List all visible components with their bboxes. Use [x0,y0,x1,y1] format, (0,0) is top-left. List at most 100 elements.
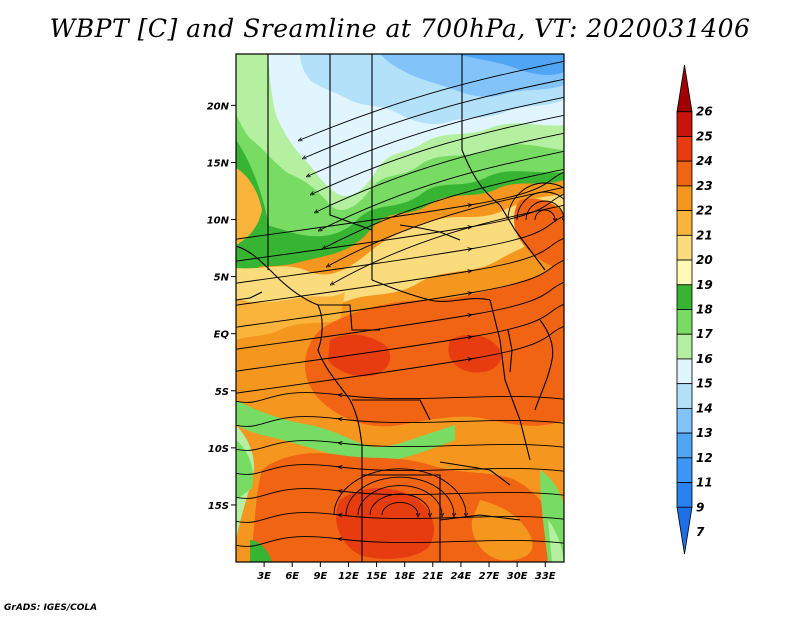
lat-tick-label: 15N [207,158,230,169]
streamline [516,191,564,221]
colorbar-label: 23 [696,179,713,193]
colorbar-label: 25 [696,129,713,143]
colorbar-label: 22 [696,204,713,218]
lat-tick-label: 10N [207,216,230,227]
streamline [236,512,564,523]
lat-tick-label: 10S [208,444,229,455]
border-line [499,204,546,271]
streamline [369,493,430,515]
lat-tick-label: 5N [214,273,230,284]
streamline [236,488,564,499]
lat-tick-label: EQ [214,330,230,341]
streamline [320,150,564,230]
lon-tick-label: 18E [394,571,415,582]
lon-tick-label: 3E [257,571,271,582]
border-line [236,291,263,301]
streamline [507,182,564,221]
colorbar-label: 18 [696,303,713,317]
colorbar-label: 13 [696,426,713,440]
border-line [461,54,501,206]
streamline [308,96,564,176]
border-line [399,224,461,241]
streamline [236,236,564,306]
colorbar-label: 16 [696,352,713,366]
streamline [236,302,564,372]
streamline [236,464,564,475]
colorbar-swatch [676,160,693,187]
colorbar-bottom-arrow [676,506,693,555]
lake-outline [507,329,513,373]
colorbar-swatch [676,482,693,508]
streamline [312,114,564,194]
streamline [236,536,564,547]
country-borders [236,54,554,562]
border-line [329,54,373,231]
colorbar-swatch [676,136,693,162]
lon-tick-label: 33E [535,571,556,582]
border-line [362,474,441,562]
colorbar-swatch [676,333,693,360]
border-line [439,514,521,521]
streamline [345,476,454,515]
lake-outline [534,319,554,411]
lon-tick-label: 30E [507,571,528,582]
wbpt-band-22-se [471,500,533,561]
colorbar-label: 12 [696,451,713,465]
streamline [300,60,564,140]
lon-tick-label: 12E [338,571,359,582]
colorbar-label: 21 [696,228,713,242]
streamline [236,214,564,284]
colorbar-swatch [676,234,693,261]
border-line [371,279,491,302]
colorbar-label: 15 [696,377,713,391]
wbpt-band-24-a [328,334,391,377]
lon-tick-label: 6E [285,571,299,582]
lon-tick-label: 27E [479,571,500,582]
wbpt-band-se-light [548,520,564,562]
colorbar-swatch [676,407,693,434]
colorbar-swatch [676,383,693,409]
wbpt-coast-warm [236,168,262,245]
streamline [236,280,564,350]
colorbar-label: 11 [696,476,713,490]
colorbar-label: 20 [696,253,713,267]
lat-tick-label: 5S [215,387,229,398]
streamline [381,501,418,515]
streamline [534,209,555,220]
lon-tick-label: 21E [422,571,443,582]
colorbar-label: 9 [696,500,704,514]
streamline [333,468,466,515]
border-line [489,299,531,461]
colorbar-swatch [676,432,693,459]
streamline [316,132,564,212]
lon-tick-label: 15E [366,571,387,582]
colorbar-swatch [676,284,693,310]
map-frame [235,53,565,563]
colorbar-label: 24 [696,154,713,168]
colorbar: 7 9 11 12 13 14 15 16 17 18 19 20 21 22 23 24 25 26 [676,64,713,555]
streamline [236,324,564,394]
colorbar-label: 17 [696,327,713,341]
colorbar-label: 7 [696,525,705,539]
streamline [304,78,564,158]
grads-credit: GrADS: IGES/COLA [4,603,98,613]
border-line [318,304,380,331]
colorbar-label: 14 [696,401,713,415]
colorbar-swatch [676,259,693,286]
colorbar-swatch [676,457,693,483]
colorbar-swatch [676,185,693,212]
latitude-axis: 20N 15N 10N 5N EQ 5S 10S 15S [207,101,236,512]
colorbar-top-arrow [676,64,693,113]
streamline [236,170,564,240]
border-line [439,461,511,486]
west-coastline [236,245,363,446]
streamline [236,258,564,328]
colorbar-label: 19 [696,278,713,292]
streamline [525,200,564,220]
lon-tick-label: 24E [451,571,472,582]
colorbar-label: 26 [696,105,713,119]
streamline [236,416,564,427]
wbpt-band-21 [236,292,345,340]
lat-tick-label: 15S [208,501,229,512]
